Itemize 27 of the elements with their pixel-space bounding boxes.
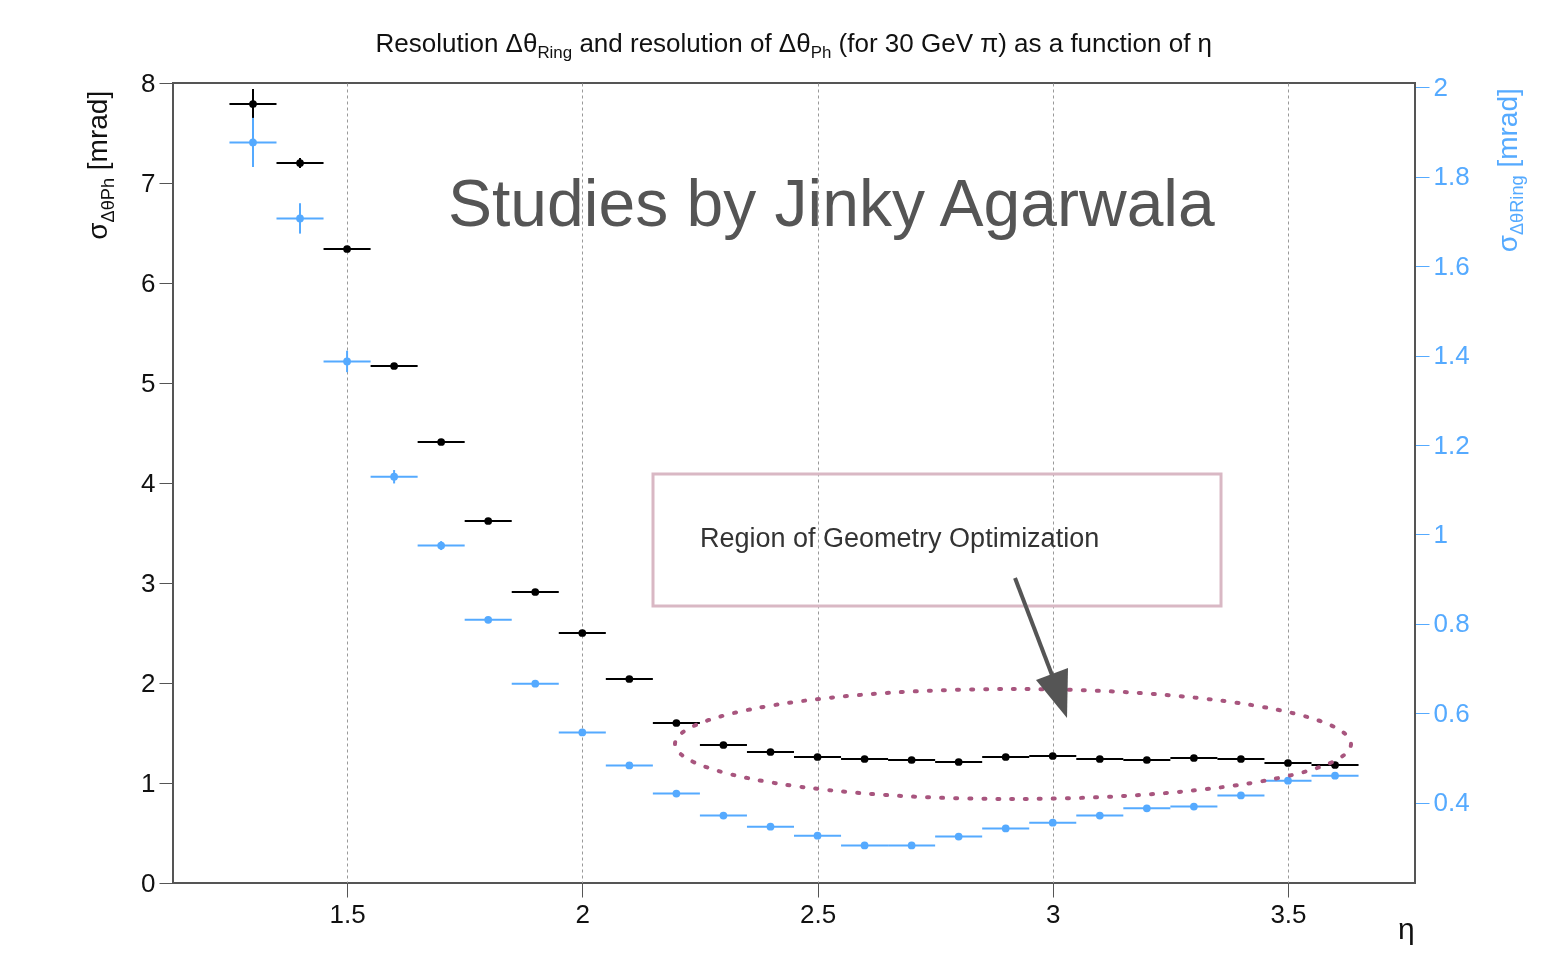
y2-tick-label: 1.2 (1433, 429, 1470, 460)
y2-tick-label: 1.6 (1433, 250, 1470, 281)
y-tick-label: 1 (141, 767, 156, 798)
y-tick-label: 0 (141, 867, 156, 898)
y2-tick-label: 1 (1433, 518, 1448, 549)
annotation: Region of Geometry Optimization (700, 523, 1100, 554)
y-tick-label: 5 (141, 367, 156, 398)
x-tick-label: 3.5 (1270, 898, 1307, 929)
annotation: Studies by Jinky Agarwala (448, 165, 1215, 241)
x-tick-label: 2.5 (799, 898, 837, 929)
y-tick-label: 6 (141, 267, 156, 298)
x-tick-label: 3 (1046, 898, 1061, 929)
y2-tick-label: 1.4 (1433, 340, 1470, 371)
y-tick-label: 4 (141, 467, 156, 498)
x-tick-label: 1.5 (329, 898, 366, 929)
y-tick-label: 7 (141, 167, 156, 198)
y-tick-label: 3 (141, 567, 156, 598)
y2-tick-label: 0.8 (1433, 608, 1470, 639)
chart-title: Resolution Δθ$_{Ring}$ and resolution of Δθ$_{Ph}$ (for 30 GeV π) as a function of η (375, 28, 1213, 64)
y2-tick-label: 0.6 (1433, 697, 1470, 728)
y-tick-label: 8 (141, 67, 156, 98)
y2-tick-label: 0.4 (1433, 787, 1470, 818)
y2-tick-label: 2 (1433, 71, 1448, 102)
y-tick-label: 2 (141, 667, 156, 698)
x-axis-title: η (1398, 912, 1415, 946)
x-tick-label: 2 (575, 898, 591, 929)
y2-tick-label: 1.8 (1433, 161, 1470, 192)
